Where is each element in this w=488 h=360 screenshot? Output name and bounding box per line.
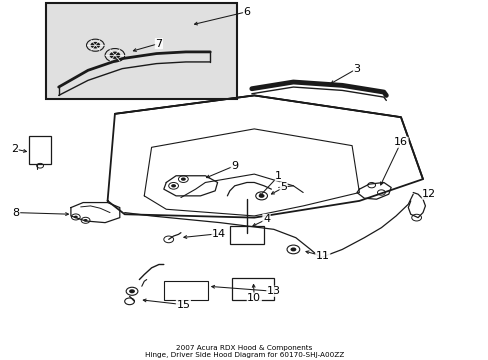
Text: 12: 12 (422, 189, 435, 199)
Text: 4: 4 (263, 214, 269, 224)
Circle shape (290, 247, 296, 251)
Text: 3: 3 (353, 64, 360, 74)
Text: 10: 10 (247, 293, 261, 303)
Bar (46, 3, 237, 99)
Text: 2: 2 (11, 144, 18, 154)
Circle shape (258, 194, 264, 198)
Text: 15: 15 (176, 300, 190, 310)
Circle shape (74, 216, 78, 218)
Text: 6: 6 (243, 7, 250, 17)
Bar (232, 278, 273, 300)
Text: 14: 14 (212, 229, 225, 239)
Text: 5: 5 (280, 183, 286, 193)
Text: 11: 11 (315, 251, 329, 261)
Bar (163, 281, 207, 300)
Circle shape (129, 289, 135, 293)
Text: 1: 1 (275, 171, 282, 181)
Circle shape (90, 42, 100, 49)
Bar (229, 226, 264, 244)
Text: 13: 13 (266, 286, 280, 296)
Text: 7: 7 (155, 39, 162, 49)
Circle shape (109, 51, 120, 59)
Text: 9: 9 (231, 161, 238, 171)
Text: 2007 Acura RDX Hood & Components
Hinge, Driver Side Hood Diagram for 60170-SHJ-A: 2007 Acura RDX Hood & Components Hinge, … (144, 345, 344, 358)
Text: 8: 8 (13, 208, 20, 217)
Circle shape (181, 177, 185, 181)
Circle shape (83, 219, 87, 222)
Circle shape (171, 184, 176, 188)
Bar (29, 136, 51, 164)
Text: 16: 16 (393, 137, 407, 147)
